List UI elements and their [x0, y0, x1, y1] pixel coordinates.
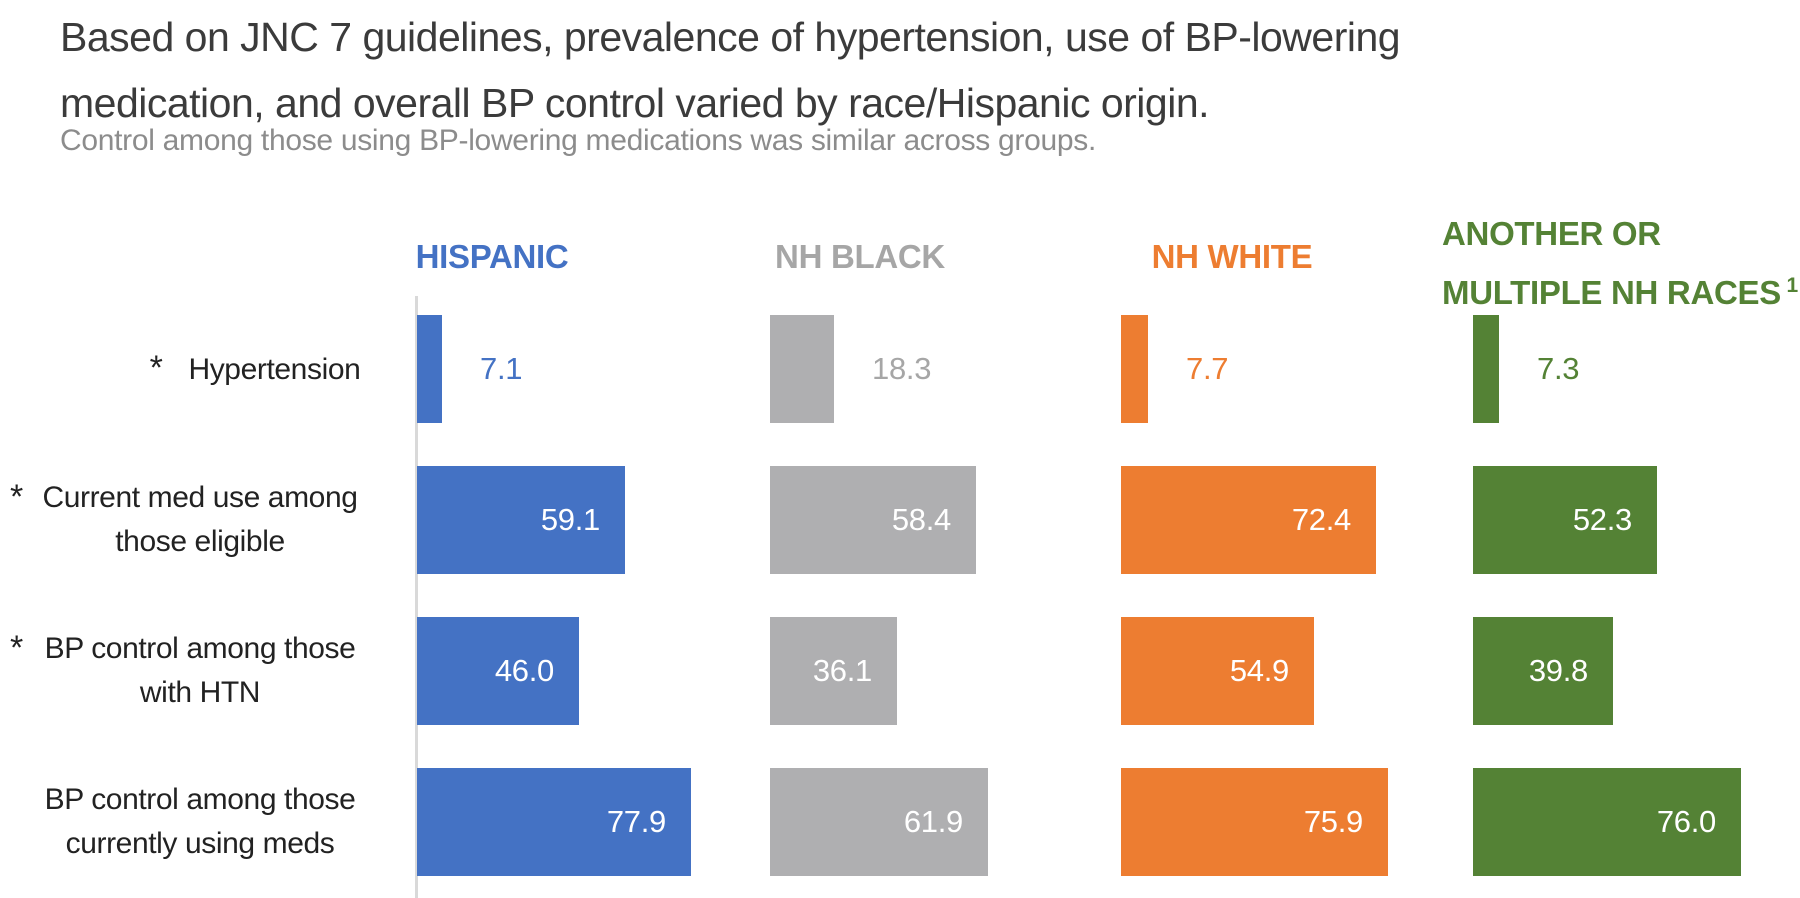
row-label-line: currently using meds [65, 827, 335, 860]
row-label-line: BP control among those [44, 632, 356, 665]
bar-value-label: 61.9 [903, 804, 963, 839]
significance-asterisk: * [10, 478, 24, 516]
bar-value-label: 76.0 [1656, 804, 1716, 839]
bar-value-label: 72.4 [1291, 502, 1351, 537]
bar-nh-white-row2 [1121, 466, 1376, 574]
bar-value-label: 58.4 [891, 502, 951, 537]
chart-subtitle: Control among those using BP-lowering me… [60, 124, 1097, 157]
bar-hispanic-row2 [417, 466, 625, 574]
row-label-line: * Hypertension [55, 346, 455, 392]
bar-another-or-multiple-nh-races-row1 [1473, 315, 1499, 423]
bar-value-label: 52.3 [1572, 502, 1632, 537]
bar-nh-white-row3 [1121, 617, 1314, 725]
bar-value-label: 18.3 [872, 351, 932, 386]
bar-value-label: 59.1 [540, 502, 600, 537]
bar-nh-white-row4 [1121, 768, 1388, 876]
significance-asterisk: * [10, 629, 24, 667]
bar-value-label: 54.9 [1229, 653, 1289, 688]
bar-nh-black-row1 [770, 315, 834, 423]
bar-hispanic-row1 [417, 315, 442, 423]
bar-value-label: 46.0 [494, 653, 554, 688]
bar-nh-black-row3 [770, 617, 897, 725]
row-label-bp-control-among-those: BP control among those with HTN [0, 617, 400, 725]
footnote-superscript: 1 [1780, 274, 1798, 297]
bar-value-label: 7.1 [480, 351, 523, 386]
row-label-line: with HTN [139, 676, 261, 709]
significance-asterisk: * [149, 349, 163, 387]
row-label-bp-control-among-those: BP control among those currently using me… [0, 768, 400, 876]
column-header-another-or-multiple-nh-races: ANOTHER OR MULTIPLE NH RACES 1 [1442, 208, 1800, 319]
chart-title-line1: Based on JNC 7 guidelines, prevalence of… [60, 14, 1401, 60]
row-label-line: those eligible [115, 525, 285, 558]
bar-nh-black-row4 [770, 768, 988, 876]
column-header-hispanic: HISPANIC [415, 238, 569, 275]
row-label-current-med-use-among: Current med use among those eligible [0, 466, 400, 574]
bar-nh-black-row2 [770, 466, 976, 574]
bar-value-label: 77.9 [606, 804, 666, 839]
row-label-hypertension: * Hypertension [55, 315, 455, 423]
bar-value-label: 7.7 [1186, 351, 1229, 386]
bar-nh-white-row1 [1121, 315, 1148, 423]
bar-another-or-multiple-nh-races-row3 [1473, 617, 1613, 725]
bar-value-label: 7.3 [1537, 351, 1580, 386]
bar-value-label: 75.9 [1303, 804, 1363, 839]
column-header-nh-black: NH BLACK [775, 238, 945, 275]
vertical-axis-line [415, 296, 418, 898]
bar-hispanic-row3 [417, 617, 579, 725]
bar-hispanic-row4 [417, 768, 691, 876]
column-header-nh-white: NH WHITE [1151, 238, 1313, 275]
column-header-line: MULTIPLE NH RACES 1 [1442, 274, 1798, 311]
bar-another-or-multiple-nh-races-row2 [1473, 466, 1657, 574]
row-label-line: BP control among those [44, 783, 356, 816]
bar-value-label: 36.1 [812, 653, 872, 688]
bar-another-or-multiple-nh-races-row4 [1473, 768, 1741, 876]
bar-value-label: 39.8 [1528, 653, 1588, 688]
chart-title-line2: medication, and overall BP control varie… [60, 80, 1210, 126]
row-label-line: Current med use among [42, 481, 358, 514]
column-header-line: ANOTHER OR [1442, 215, 1661, 252]
chart-title: Based on JNC 7 guidelines, prevalence of… [60, 4, 1760, 136]
